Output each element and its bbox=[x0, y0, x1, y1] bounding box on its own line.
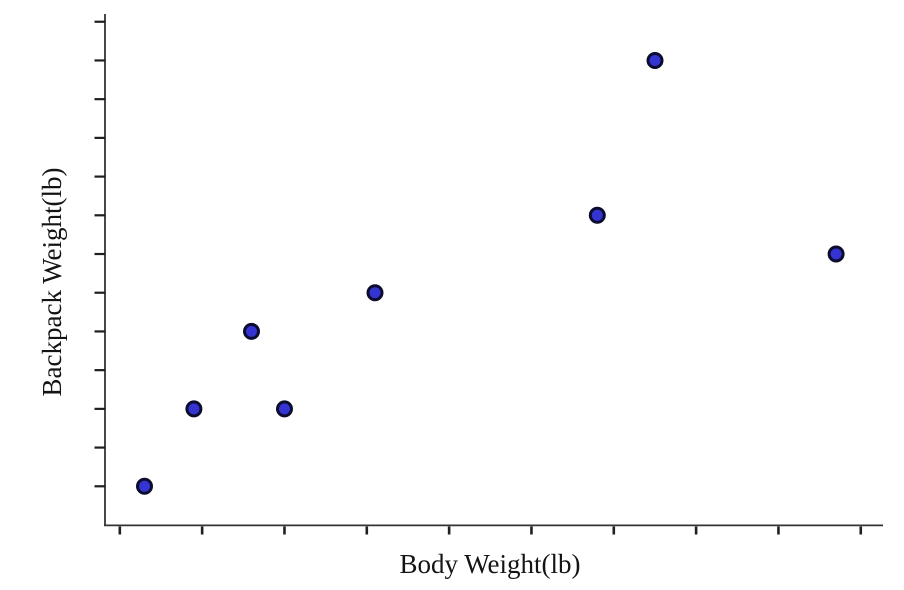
x-axis-ticks bbox=[118, 526, 863, 535]
data-point bbox=[276, 400, 293, 418]
data-point bbox=[136, 477, 153, 495]
x-axis-label: Body Weight(lb) bbox=[399, 549, 580, 579]
data-point bbox=[185, 400, 203, 418]
data-point bbox=[588, 206, 606, 224]
y-axis-ticks bbox=[94, 20, 106, 488]
data-point bbox=[366, 284, 384, 302]
data-point bbox=[827, 245, 845, 263]
y-axis-label: Backpack Weight(lb) bbox=[37, 168, 67, 397]
data-points bbox=[136, 52, 845, 495]
axes bbox=[104, 14, 883, 527]
data-point bbox=[243, 322, 260, 340]
data-point bbox=[646, 52, 664, 69]
